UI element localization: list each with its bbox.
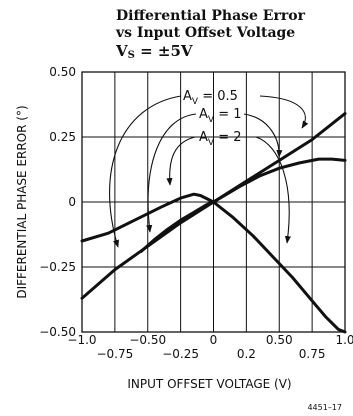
x-tick-label: 1.0: [335, 333, 353, 347]
series-annotation-2: AV = 1: [199, 107, 242, 125]
annotation-arrow: [109, 95, 182, 248]
chart-title-line1: Differential Phase Error: [116, 8, 305, 24]
annotation-arrow: [166, 136, 196, 186]
annotation-arrow: [259, 95, 309, 129]
x-tick-label: −0.75: [96, 347, 133, 361]
series-annotation-3: AV = 2: [199, 130, 242, 148]
series-line-2: [139, 157, 347, 253]
annotation-subscript: V: [208, 138, 215, 148]
series-line-3: [80, 192, 347, 334]
chart-title-line3: VS = ±5V: [116, 42, 193, 61]
annotation-value: = 2: [214, 130, 241, 145]
y-axis-label: DIFFERENTIAL PHASE ERROR (°): [15, 105, 29, 298]
x-tick-label: 0.50: [266, 333, 293, 347]
tick-labels: 0.500.250−0.25−0.50−1.0 −0.50 0 0.50 1.0−0.7…: [39, 65, 353, 361]
annotation-a: A: [199, 130, 208, 145]
chart-title-line2: vs Input Offset Voltage: [116, 25, 296, 41]
annotation-value: = 0.5: [198, 89, 238, 104]
annotation-arrow: [255, 136, 291, 244]
title-supply-value: = ±5V: [134, 42, 193, 60]
annotation-value: = 1: [214, 107, 241, 122]
annotation-arrow: [146, 113, 197, 233]
annotation-a: A: [199, 107, 208, 122]
y-tick-label: 0.50: [49, 65, 76, 79]
series-group: [80, 112, 347, 334]
figure-id: 4451–17: [307, 403, 342, 412]
series-annotation-1: AV = 0.5: [183, 89, 238, 107]
title-v: V: [116, 42, 128, 60]
x-axis-label: INPUT OFFSET VOLTAGE (V): [127, 377, 291, 391]
x-tick-label: 0: [210, 333, 218, 347]
annotation-a: A: [183, 89, 192, 104]
y-tick-label: 0.25: [49, 130, 76, 144]
chart-grid: [82, 72, 345, 332]
annotation-group: AV = 0.5AV = 1AV = 2: [109, 89, 309, 248]
x-tick-label: −0.25: [162, 347, 199, 361]
title-v-subscript: S: [127, 50, 135, 61]
x-tick-label: 0.2: [237, 347, 256, 361]
x-tick-label: −0.50: [129, 333, 166, 347]
annotation-subscript: V: [208, 115, 215, 125]
annotation-subscript: V: [192, 97, 199, 107]
y-tick-label: −0.50: [39, 325, 76, 339]
y-tick-label: −0.25: [39, 260, 76, 274]
y-tick-label: 0: [68, 195, 76, 209]
x-tick-label: 0.75: [299, 347, 326, 361]
x-tick-label: −1.0: [67, 333, 96, 347]
annotation-arrow: [243, 113, 283, 158]
plot-frame: [81, 71, 346, 333]
